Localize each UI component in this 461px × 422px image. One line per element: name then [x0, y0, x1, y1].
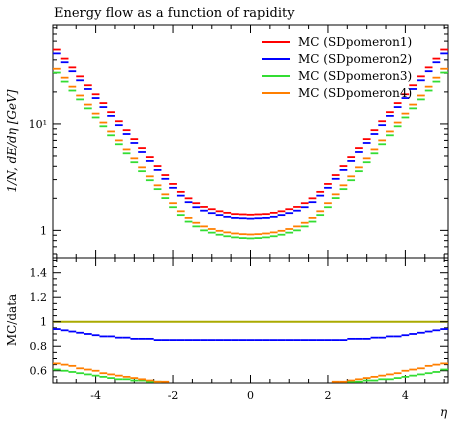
ratio-y-axis-label: MC/data	[5, 294, 19, 346]
main-series-4	[53, 67, 448, 236]
ratio-series-3	[53, 368, 448, 383]
ratio-panel-series	[53, 328, 448, 383]
main-y-tick-label: 10¹	[29, 118, 47, 131]
ratio-panel-ticks: 0.6 0.8 1 1.2 1.4 -4 -2 0 2 4	[30, 258, 448, 402]
chart-legend: MC (SDpomeron1) MC (SDpomeron2) MC (SDpome…	[262, 35, 412, 100]
main-y-axis-label: 1/N, dE/dη [GeV]	[5, 89, 19, 192]
x-axis-label: η	[440, 405, 448, 419]
legend-label: MC (SDpomeron4)	[298, 86, 412, 100]
ratio-series-4	[53, 362, 448, 383]
ratio-y-tick-label: 1	[40, 316, 47, 329]
main-panel-ticks: 1 10¹	[29, 25, 448, 258]
x-tick-label: -4	[90, 389, 101, 402]
chart-title: Energy flow as a function of rapidity	[54, 6, 295, 21]
x-tick-label: 0	[247, 389, 254, 402]
main-y-tick-label: 1	[40, 224, 47, 237]
legend-label: MC (SDpomeron2)	[298, 52, 412, 66]
legend-item: MC (SDpomeron1)	[262, 35, 412, 49]
main-series-2	[53, 52, 448, 220]
legend-label: MC (SDpomeron1)	[298, 35, 412, 49]
x-tick-label: -2	[168, 389, 179, 402]
x-tick-label: 2	[324, 389, 331, 402]
ratio-y-tick-label: 0.8	[30, 340, 48, 353]
ratio-y-tick-label: 1.4	[30, 267, 48, 280]
x-tick-label: 4	[402, 389, 409, 402]
main-panel: 1 10¹ 1/N, dE/dη [GeV]	[5, 24, 449, 259]
legend-item: MC (SDpomeron3)	[262, 69, 412, 83]
main-series-3	[53, 71, 448, 240]
ratio-y-tick-label: 1.2	[30, 291, 48, 304]
ratio-panel: 0.6 0.8 1 1.2 1.4 -4 -2 0 2 4 MC/data	[5, 257, 449, 402]
main-series-1	[53, 48, 448, 216]
ratio-y-tick-label: 0.6	[30, 365, 48, 378]
ratio-panel-frame	[52, 257, 449, 384]
main-panel-series	[53, 48, 448, 240]
legend-item: MC (SDpomeron4)	[262, 86, 412, 100]
ratio-series-2	[53, 328, 448, 342]
legend-item: MC (SDpomeron2)	[262, 52, 412, 66]
legend-label: MC (SDpomeron3)	[298, 69, 412, 83]
